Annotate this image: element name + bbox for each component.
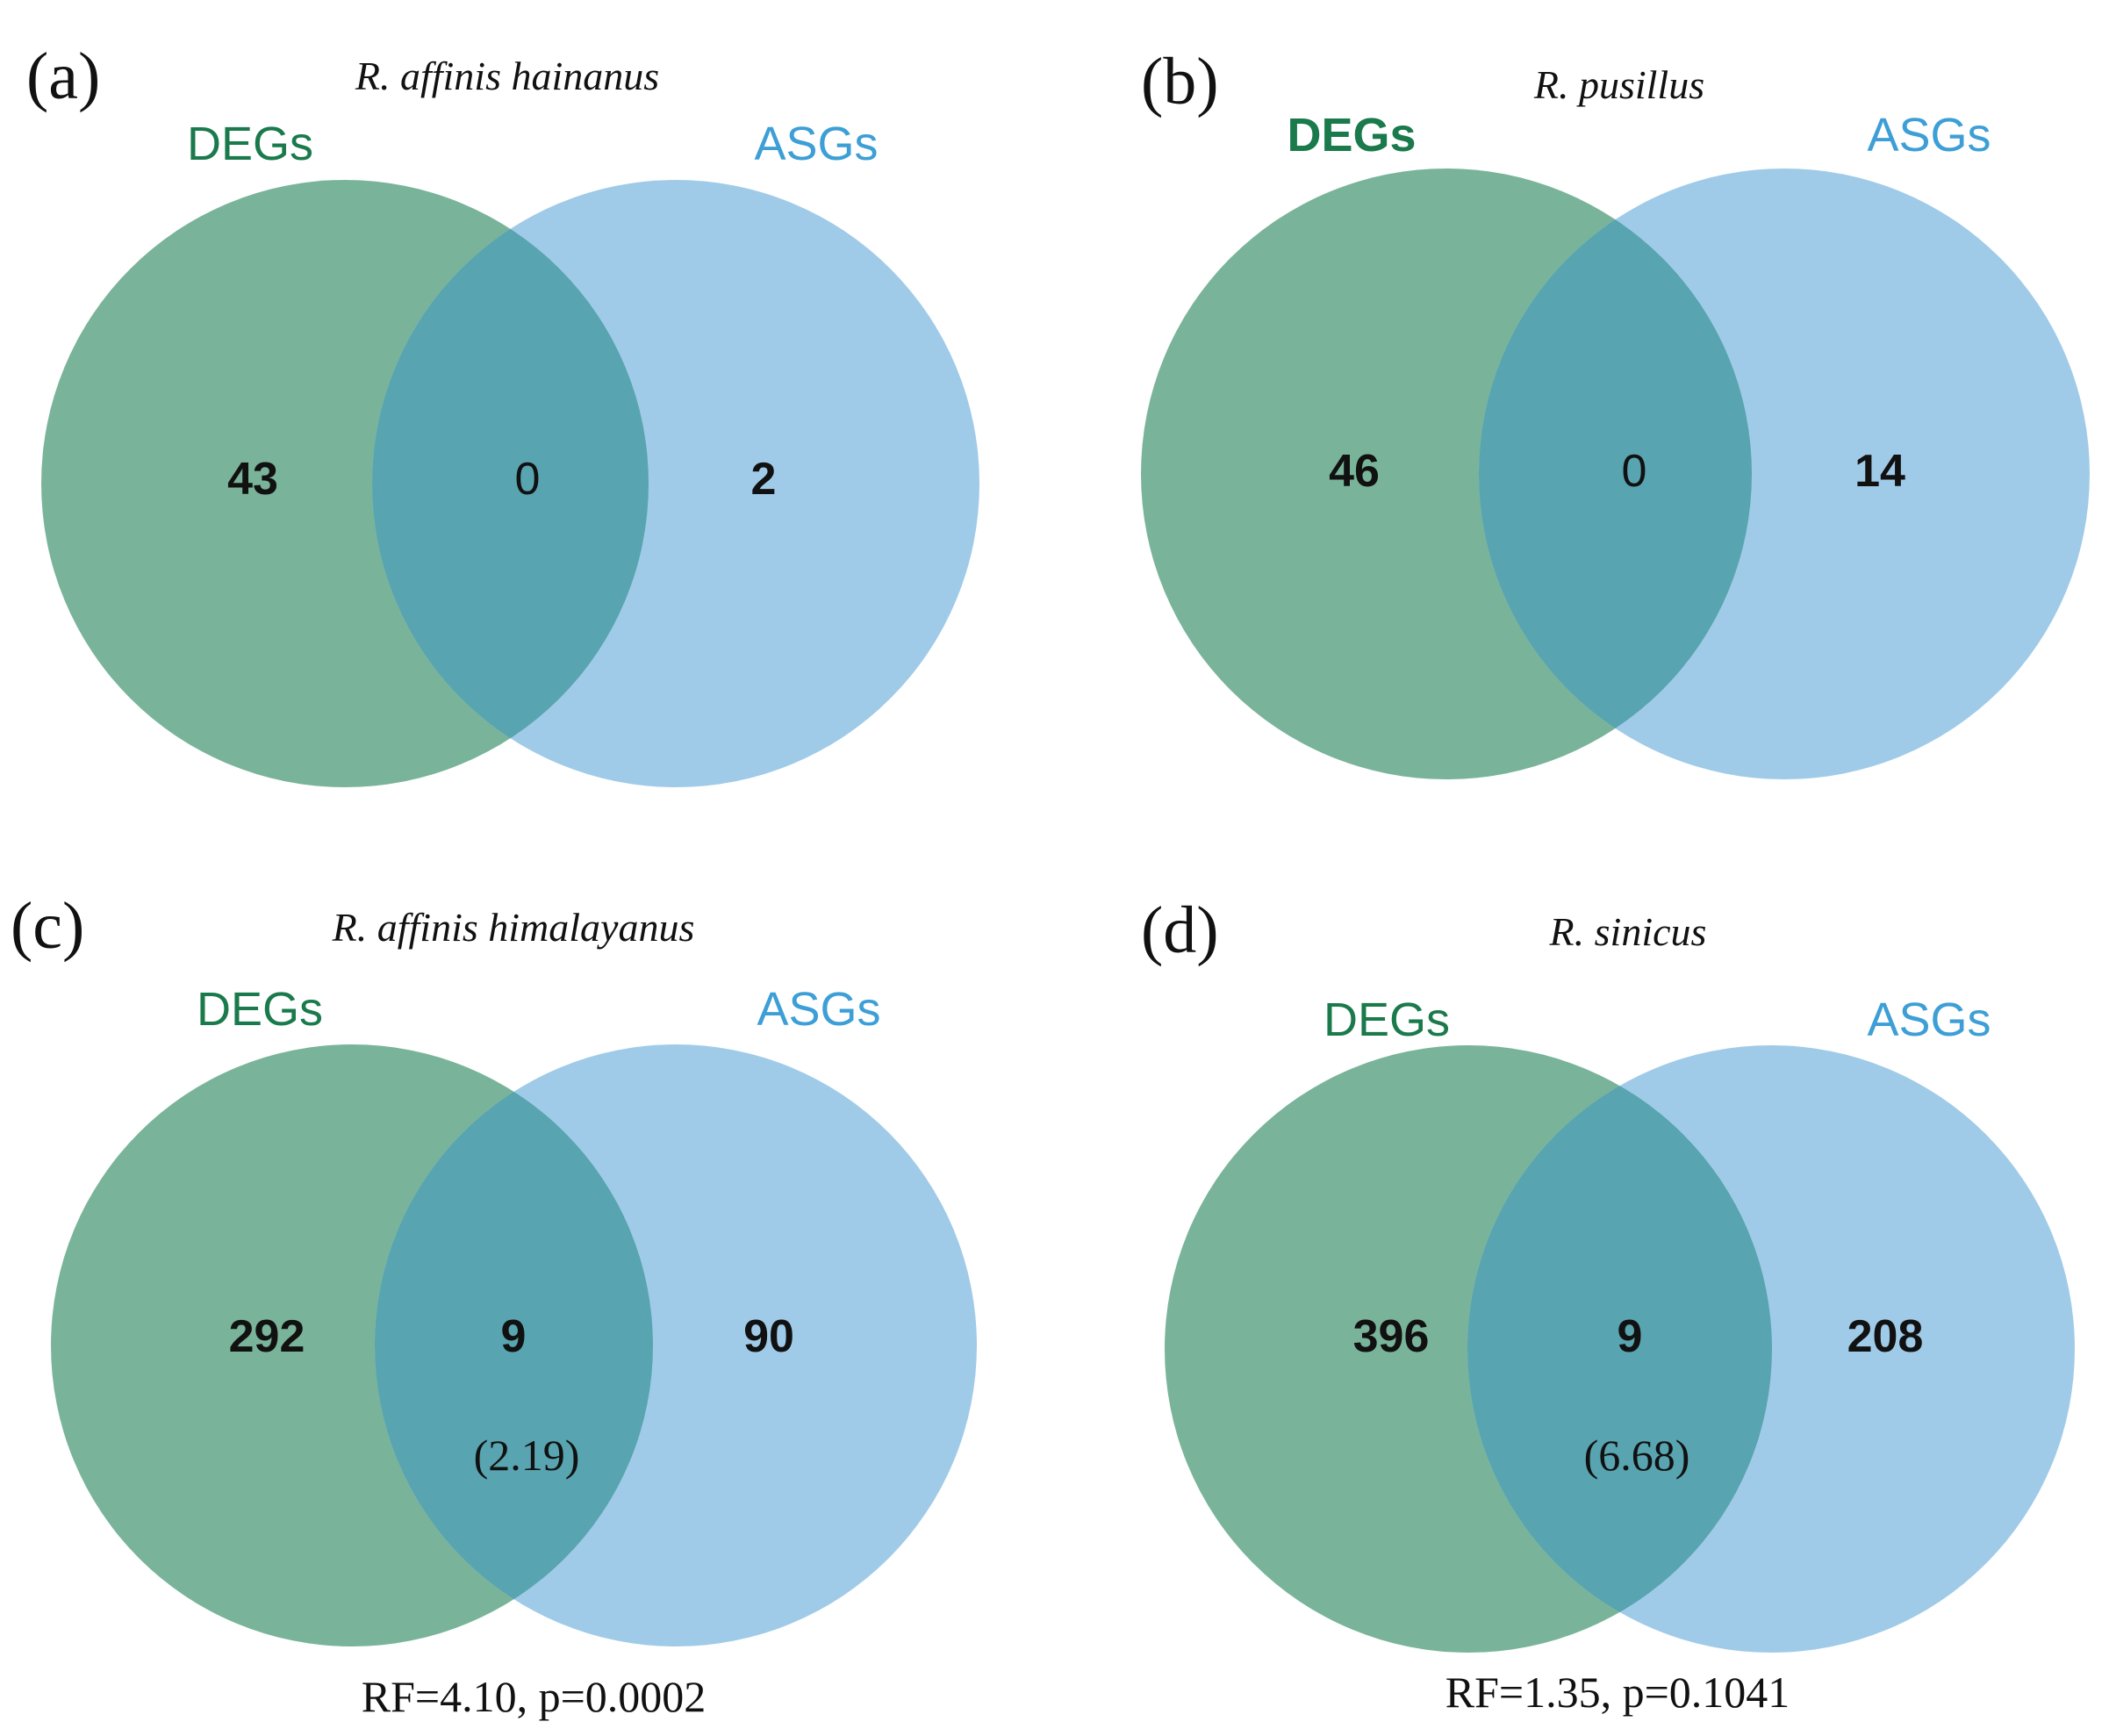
overlap-count: 0	[515, 454, 541, 505]
degs-only-count: 396	[1353, 1311, 1430, 1362]
asgs-label: ASGs	[757, 983, 880, 1036]
overlap-count: 0	[1622, 446, 1647, 497]
overlap-count: 9	[501, 1311, 527, 1362]
asgs-only-count: 90	[743, 1311, 794, 1362]
asgs-label: ASGs	[1867, 109, 1991, 161]
degs-only-count: 43	[227, 454, 278, 505]
panel-letter: (b)	[1141, 45, 1219, 118]
stats-footer: RF=1.35, p=0.1041	[1445, 1668, 1790, 1717]
panel-letter: (c)	[11, 889, 84, 963]
species-title: R. affinis himalayanus	[332, 905, 695, 950]
panel-letter: (d)	[1141, 893, 1219, 967]
degs-only-count: 46	[1329, 446, 1380, 497]
overlap-count: 9	[1618, 1311, 1643, 1362]
overlap-region	[1467, 1045, 1772, 1653]
overlap-ratio: (2.19)	[474, 1431, 580, 1480]
asgs-only-count: 208	[1847, 1311, 1924, 1362]
overlap-region	[1479, 169, 1752, 779]
species-title: R. pusillus	[1533, 62, 1704, 107]
panel-b: (b) R. pusillus DEGs ASGs 46 0 14	[1141, 45, 2090, 779]
panel-letter: (a)	[26, 39, 100, 113]
asgs-only-count: 14	[1854, 446, 1905, 497]
panel-c: (c) R. affinis himalayanus DEGs ASGs 292…	[11, 889, 977, 1721]
overlap-ratio: (6.68)	[1584, 1431, 1690, 1480]
asgs-only-count: 2	[751, 454, 777, 505]
degs-label: DEGs	[1324, 994, 1450, 1046]
species-title: R. affinis hainanus	[355, 54, 659, 98]
asgs-label: ASGs	[754, 118, 878, 170]
species-title: R. sinicus	[1549, 909, 1707, 954]
overlap-region	[375, 1044, 653, 1646]
stats-footer: RF=4.10, p=0.0002	[362, 1672, 707, 1721]
overlap-region	[372, 180, 649, 787]
degs-only-count: 292	[229, 1311, 305, 1362]
degs-label: DEGs	[1287, 109, 1416, 161]
panel-d: (d) R. sinicus DEGs ASGs 396 9 208 (6.68…	[1141, 893, 2075, 1717]
panel-a: (a) R. affinis hainanus DEGs ASGs 43 0 2	[26, 39, 979, 787]
asgs-label: ASGs	[1867, 994, 1991, 1046]
degs-label: DEGs	[187, 118, 313, 170]
degs-label: DEGs	[197, 983, 323, 1036]
